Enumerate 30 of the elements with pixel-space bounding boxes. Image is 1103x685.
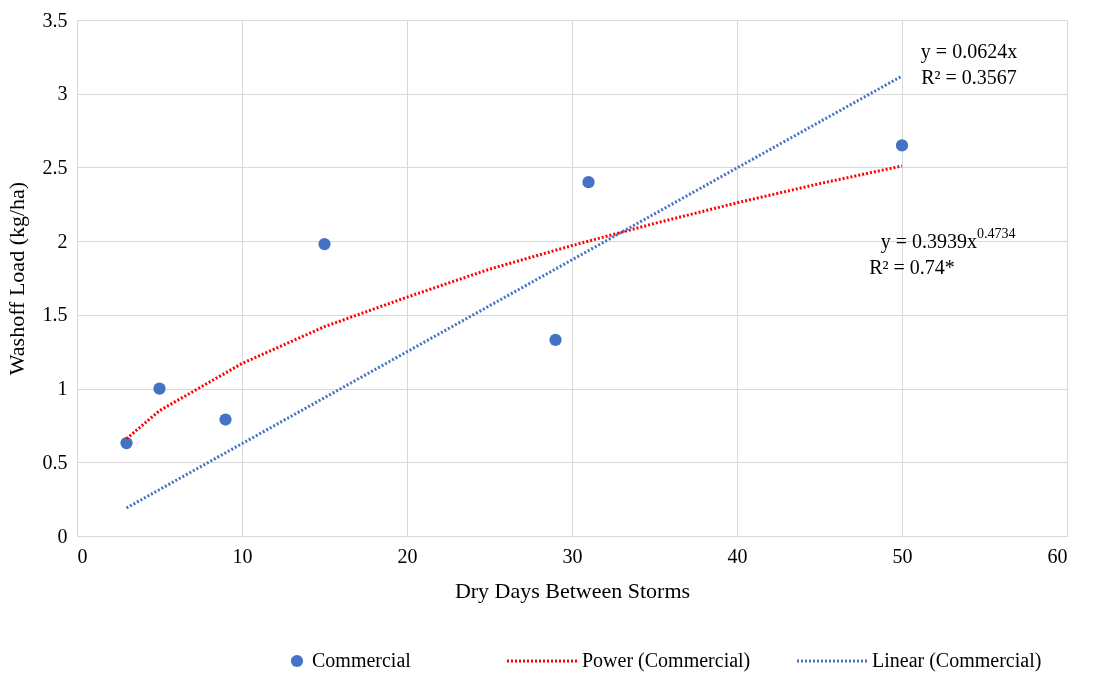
x-axis-title: Dry Days Between Storms <box>454 577 691 603</box>
point <box>318 237 331 251</box>
x-tick-label: 50 <box>892 544 913 567</box>
y-tick-label: 3.5 <box>42 8 68 31</box>
point <box>582 176 595 189</box>
y-tick-label: 0.5 <box>42 450 68 473</box>
y-tick-label: 1 <box>57 377 68 400</box>
x-tick-label: 40 <box>727 544 748 567</box>
legend-label: Linear (Commercial) <box>872 649 1042 672</box>
y-tick-label: 1.5 <box>42 303 68 326</box>
y-tick-label: 0 <box>57 524 68 547</box>
annotation: R² = 0.74* <box>869 256 955 278</box>
point <box>549 333 562 347</box>
x-tick-label: 20 <box>397 544 418 567</box>
y-axis-title: Washoff Load (kg/ha) <box>3 181 29 376</box>
y-tick-label: 2 <box>57 229 68 252</box>
point <box>219 413 232 426</box>
annotation: y = 0.0624x <box>920 40 1018 63</box>
x-tick-label: 10 <box>232 544 253 567</box>
y-tick-label: 3 <box>57 82 68 105</box>
point <box>895 139 909 152</box>
y-tick-label: 2.5 <box>42 155 68 178</box>
annotation: R² = 0.3567 <box>921 66 1017 88</box>
x-tick-label: 0 <box>77 544 88 567</box>
x-tick-label: 30 <box>562 544 583 567</box>
x-tick-label: 60 <box>1047 544 1068 567</box>
legend-label: Power (Commercial) <box>582 649 751 672</box>
point <box>153 382 166 395</box>
point <box>120 437 133 450</box>
legend-label: Commercial <box>312 649 412 671</box>
